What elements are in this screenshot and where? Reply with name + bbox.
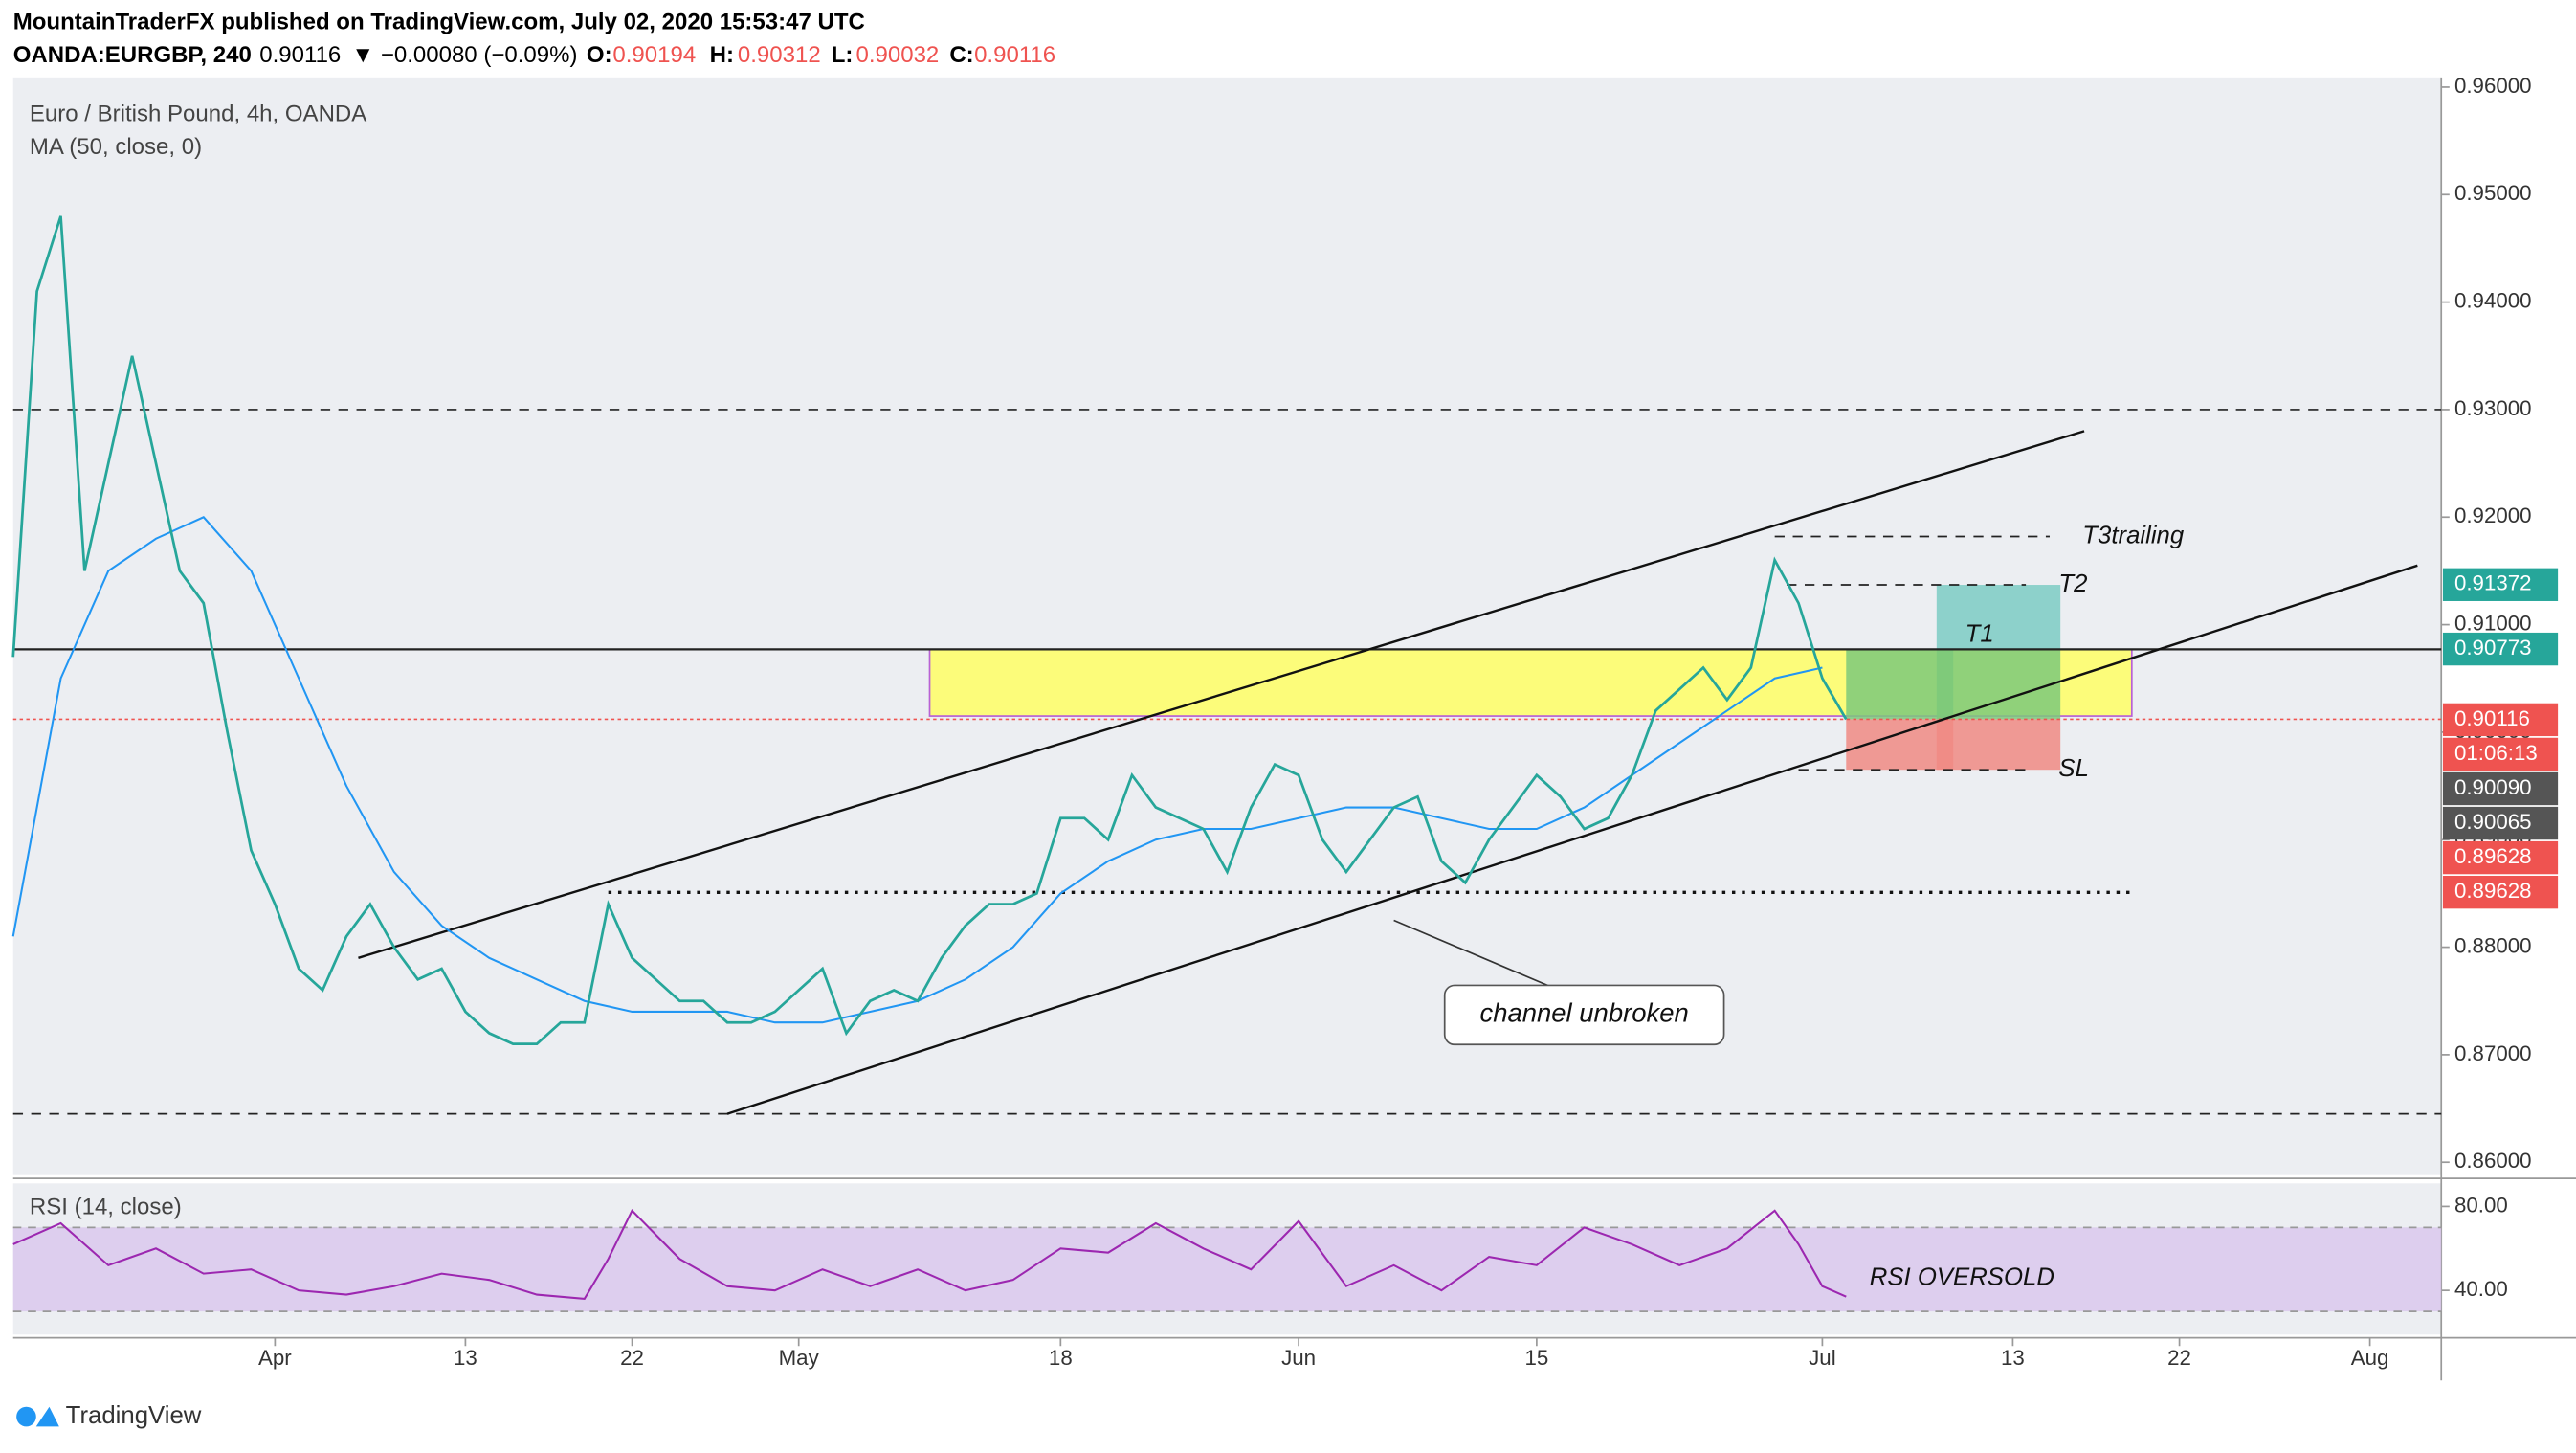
profit-zone [1936,585,2061,650]
logo-icon [16,1406,36,1427]
y-tick-label: 80.00 [2454,1193,2508,1217]
rsi-legend: RSI (14, close) [30,1194,182,1219]
change: ▼ −0.00080 (−0.09%) [351,42,577,68]
y-tick-label: 0.96000 [2454,74,2532,98]
chart-title: Euro / British Pound, 4h, OANDA [30,101,366,127]
x-tick-label: 13 [2001,1346,2025,1370]
price-tag [2442,737,2559,771]
x-tick-label: 22 [2167,1346,2191,1370]
logo [16,1406,59,1427]
price-tag-label: 0.90116 [2454,706,2530,730]
price-tag-label: 0.90065 [2454,810,2532,834]
price-tag-label: 0.91372 [2454,571,2532,595]
x-tick-label: Aug [2351,1346,2389,1370]
price-tag-label: 01:06:13 [2454,741,2538,765]
last: 0.90116 [259,42,341,68]
price-tag [2442,703,2559,737]
channel-line [726,564,2418,1115]
callout-box [1443,984,1725,1046]
ohlc-label: H: [710,42,734,68]
price-tag [2442,875,2559,909]
ohlc-value: 0.90312 [738,42,821,68]
price-tag-label: 0.89628 [2454,844,2532,868]
x-tick-label: Jul [1809,1346,1836,1370]
x-tick-label: Jun [1281,1346,1316,1370]
y-tick-label: 0.92000 [2454,503,2532,527]
y-tick-label: 0.87000 [2454,1041,2532,1065]
price-tag [2442,632,2559,666]
ohlc-value: 0.90194 [612,42,696,68]
y-tick-label: 0.95000 [2454,181,2532,205]
callout-text: channel unbroken [1479,998,1688,1028]
symbol-line: OANDA:EURGBP, 240 0.90116 ▼ −0.00080 (−0… [13,42,1055,68]
price-tag [2442,806,2559,840]
profit-zone [1846,649,1954,720]
target-label: T2 [2058,570,2087,597]
logo-icon [35,1406,59,1427]
target-label: T3trailing [2082,522,2185,548]
x-tick-label: 22 [620,1346,644,1370]
target-label: T1 [1965,621,1994,648]
price-line [11,215,1848,1046]
profit-zone [1936,649,2061,720]
target-label: SL [2058,755,2089,782]
ma-legend: MA (50, close, 0) [30,134,202,160]
y-tick-label: 0.91000 [2454,611,2532,635]
rsi-note: RSI OVERSOLD [1870,1264,2054,1291]
rsi-band [12,1227,2442,1312]
ohlc-label: L: [832,42,854,68]
y-tick-label: 0.88000 [2454,933,2532,957]
price-tag [2442,568,2559,601]
symbol: OANDA:EURGBP, 240 [13,42,252,68]
x-tick-label: May [779,1346,820,1370]
x-tick-label: 13 [454,1346,477,1370]
price-tag [2442,840,2559,875]
y-tick-label: 0.94000 [2454,289,2532,313]
price-tag [2442,771,2559,806]
brand: TradingView [66,1402,202,1429]
callout-arrow [1393,919,1552,988]
y-tick-label: 40.00 [2454,1277,2508,1301]
price-tag-label: 0.90773 [2454,636,2532,659]
price-tag-label: 0.90090 [2454,775,2532,799]
y-tick-label: 0.93000 [2454,396,2532,420]
publisher: MountainTraderFX published on TradingVie… [13,10,865,35]
rsi-line [12,1209,1847,1301]
price-tag-label: 0.89628 [2454,879,2532,903]
ohlc-label: O: [587,42,612,68]
ohlc-value: 0.90032 [855,42,939,68]
ohlc-label: C: [949,42,973,68]
stop-zone [1936,719,2061,771]
x-tick-label: Apr [258,1346,292,1370]
x-tick-label: 18 [1049,1346,1073,1370]
ohlc-value: 0.90116 [974,42,1055,68]
x-tick-label: 15 [1524,1346,1548,1370]
y-tick-label: 0.86000 [2454,1149,2532,1173]
channel-line [358,430,2085,959]
price-pane [12,77,2442,1175]
